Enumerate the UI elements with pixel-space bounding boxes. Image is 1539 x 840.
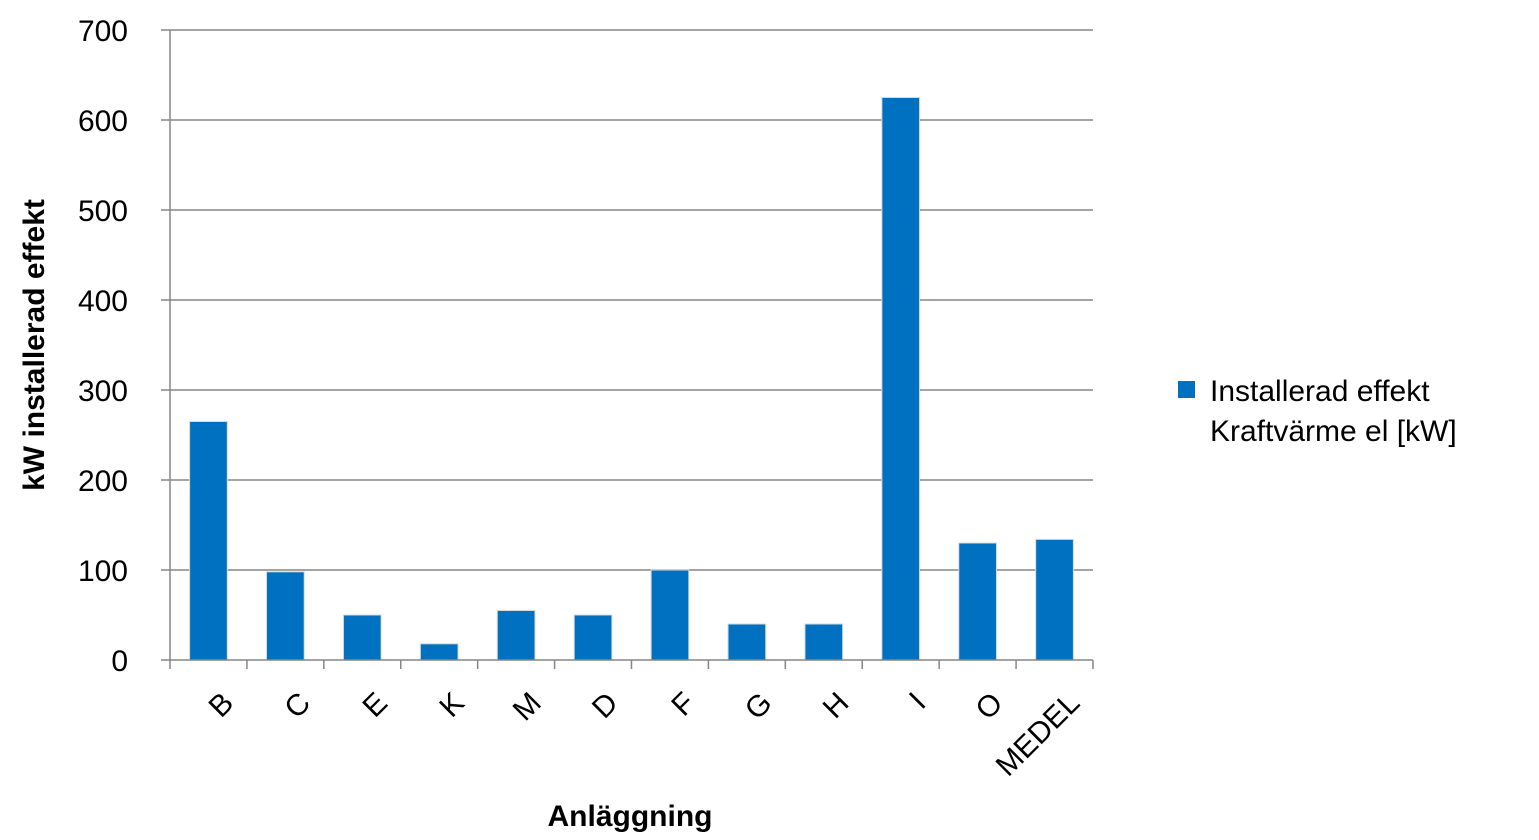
axes xyxy=(161,29,1094,669)
x-tick-label: K xyxy=(433,686,470,723)
bar-b xyxy=(189,421,228,661)
legend: Installerad effekt Kraftvärme el [kW] xyxy=(1178,375,1457,448)
bar-g xyxy=(727,623,767,661)
bar-k xyxy=(419,643,459,661)
x-tick-label: C xyxy=(278,686,317,725)
y-tick-label: 200 xyxy=(78,465,128,498)
y-tick-labels: 0 100 200 300 400 500 600 700 xyxy=(78,15,128,678)
y-tick-label: 0 xyxy=(111,645,128,678)
bars xyxy=(189,97,1074,661)
x-tick-label: MEDEL xyxy=(990,686,1086,782)
x-tick-label: I xyxy=(903,686,932,715)
bar-o xyxy=(958,542,997,661)
bar-f xyxy=(650,569,690,661)
legend-swatch xyxy=(1178,381,1195,398)
x-tick-label: M xyxy=(507,686,548,727)
bar-medel xyxy=(1035,538,1074,661)
x-tick-label: B xyxy=(203,686,240,723)
x-tick-label: G xyxy=(739,686,779,726)
bar-h xyxy=(804,623,844,661)
x-axis-title: Anläggning xyxy=(548,800,713,833)
bar-e xyxy=(342,614,382,661)
y-tick-label: 600 xyxy=(78,105,128,138)
bar-c xyxy=(266,571,305,661)
bar-i xyxy=(881,97,921,661)
x-tick-label: E xyxy=(356,686,393,723)
gridlines xyxy=(170,29,1093,571)
legend-label-line-1: Installerad effekt xyxy=(1210,375,1430,408)
bar-m xyxy=(496,610,536,661)
y-tick-label: 300 xyxy=(78,375,128,408)
y-tick-label: 100 xyxy=(78,555,128,588)
legend-label-line-2: Kraftvärme el [kW] xyxy=(1210,415,1457,448)
y-tick-label: 400 xyxy=(78,285,128,318)
y-tick-label: 700 xyxy=(78,15,128,48)
x-tick-label: H xyxy=(817,686,856,725)
bar-d xyxy=(573,614,613,661)
x-tick-label: F xyxy=(665,686,701,722)
x-tick-label: D xyxy=(586,686,625,725)
x-tick-label: O xyxy=(969,686,1009,726)
y-tick-label: 500 xyxy=(78,195,128,228)
y-axis-title: kW installerad effekt xyxy=(18,199,51,491)
